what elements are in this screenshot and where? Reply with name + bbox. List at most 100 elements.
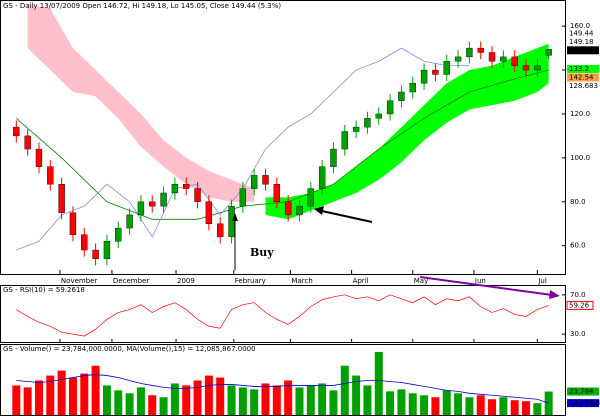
volume-bar (284, 380, 293, 415)
candle-body (24, 135, 31, 150)
candle-body (330, 148, 337, 167)
candle-body (352, 126, 360, 132)
rsi-panel (0, 285, 566, 343)
pointer-arrow-head (314, 206, 324, 215)
cloud (265, 43, 549, 220)
x-tick-label: 2009 (177, 277, 195, 285)
volume-label: 23,784 (569, 388, 594, 396)
candle-body (545, 49, 552, 56)
y-tick-label: 160.0 (570, 22, 590, 30)
volume-label: 12,085,86 (569, 399, 600, 407)
x-tick-label: December (113, 277, 149, 285)
candle-body (103, 241, 111, 260)
volume-bar (306, 385, 315, 415)
volume-bar (420, 395, 429, 415)
candle-body (375, 113, 382, 119)
candle-body (511, 56, 518, 66)
candle-body (488, 52, 496, 62)
volume-bar (193, 380, 202, 415)
candle-body (69, 212, 77, 235)
y-tick-label: 80.0 (570, 198, 586, 206)
y-tick-label: 120.0 (570, 110, 590, 118)
candle-body (534, 65, 541, 71)
volume-bar (23, 387, 32, 415)
price-label-box (567, 37, 599, 46)
volume-bar (182, 385, 191, 415)
volume-bar (272, 385, 281, 415)
volume-bar (352, 375, 361, 415)
candle-body (443, 61, 450, 75)
volume-bar (476, 395, 485, 415)
price-label-box (567, 73, 599, 82)
chart-title: GS - Daily 13/07/2009 Open 146.72, Hi 14… (3, 2, 281, 10)
volume-bar (261, 383, 270, 415)
rsi-label: 59.26 (569, 301, 590, 309)
candle-body (341, 131, 348, 150)
rsi-tick-label: 70.0 (570, 291, 586, 299)
cloud (27, 4, 255, 202)
volume-bar (431, 397, 440, 415)
rsi-line (16, 294, 549, 337)
volume-bar (397, 389, 406, 415)
price-label: 149.44 (569, 29, 594, 37)
candle-body (386, 100, 394, 115)
y-tick-label: 60.0 (570, 242, 586, 250)
x-tick-label: November (61, 277, 98, 285)
candle-body (284, 201, 292, 216)
volume-bar (488, 399, 497, 415)
volume-bar (12, 385, 21, 415)
volume-bar (136, 387, 145, 415)
candle-body (81, 234, 88, 251)
volume-bar (374, 351, 383, 415)
volume-bar (114, 390, 123, 415)
candle-body (149, 201, 156, 207)
x-tick-label: Jul (537, 277, 547, 285)
candle-body (205, 201, 213, 224)
volume-bar (80, 373, 89, 415)
price-label: 149.18 (569, 38, 594, 46)
x-tick-label: April (353, 277, 369, 285)
rsi-label-box (566, 300, 594, 310)
rsi-title: GS - RSI(10) = 59.2618 (3, 286, 85, 294)
candle-body (92, 249, 99, 260)
volume-bar (499, 397, 508, 415)
volume-title: GS - Volume() = 23,784,000.0000, MA(Volu… (3, 345, 256, 353)
candle-body (171, 183, 179, 194)
volume-bar (159, 397, 168, 415)
candle-body (137, 201, 145, 216)
volume-bar (216, 377, 225, 415)
candle-body (432, 69, 439, 75)
volume-bar (227, 385, 236, 415)
layer: November December 2009 February March April Ma… (12, 4, 600, 415)
candle-body (398, 91, 405, 101)
candle-body (409, 83, 416, 93)
volume-bar (238, 387, 247, 415)
volume-label-box (567, 399, 599, 408)
volume-bar (102, 385, 111, 415)
candle-body (296, 205, 303, 216)
candle-body (228, 205, 235, 238)
volume-bar (125, 393, 134, 415)
candle-body (217, 223, 224, 238)
volume-bar (522, 401, 531, 415)
volume-bar (465, 397, 474, 415)
candle-body (58, 183, 65, 213)
candle-body (466, 47, 473, 58)
volume-bar (544, 391, 553, 415)
volume-bar (250, 389, 259, 415)
volume-bar (68, 377, 77, 415)
x-tick-label: Jun (474, 277, 486, 285)
x-tick-label: May (414, 277, 428, 285)
candle-body (239, 188, 247, 207)
divergence-arrow-head (549, 290, 560, 299)
pointer-arrow (321, 210, 373, 223)
divergence-arrow (419, 276, 553, 296)
candle-body (194, 188, 201, 202)
price-label-box (567, 46, 599, 55)
volume-bar (386, 391, 395, 415)
candle-body (500, 56, 507, 62)
annotation: Buy (250, 246, 274, 259)
candle-body (420, 69, 428, 84)
price-label-box (567, 64, 599, 73)
volume-bar (329, 390, 338, 415)
